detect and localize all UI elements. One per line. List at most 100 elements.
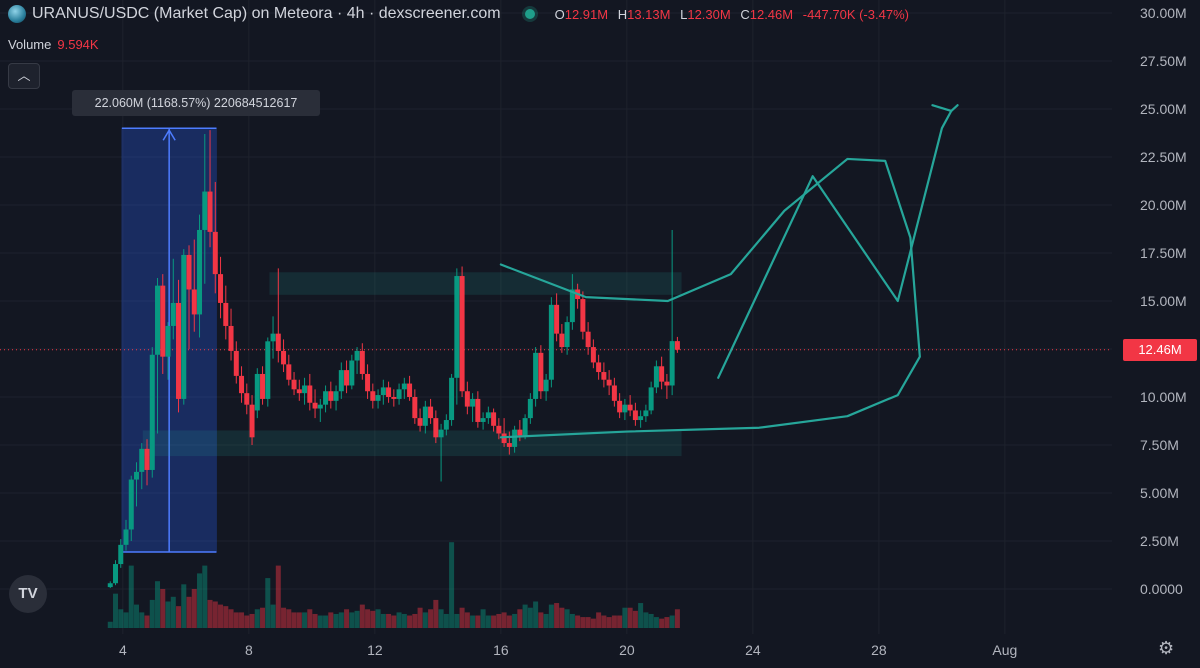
volume-bar [396,612,402,628]
volume-bar [548,604,554,628]
candle-body [580,299,586,332]
volume-bar [281,607,287,628]
open-label: O [554,6,565,22]
support-box [142,430,682,457]
volume-bar [265,578,271,628]
candle-body [554,304,560,334]
candle-body [223,302,229,326]
candle-body [233,350,239,376]
y-tick-label: 7.50M [1140,437,1179,453]
x-tick-label: Aug [992,642,1017,658]
volume-bar [422,612,428,628]
volume-bar [459,607,465,628]
volume-bar [664,617,670,628]
projection-line [717,109,953,379]
low-value: 12.30M [687,6,731,22]
candle-body [627,404,633,411]
candle-body [653,366,659,388]
volume-bar [323,615,329,628]
volume-bar [407,615,413,628]
candle-body [113,564,119,584]
candle-body [674,341,680,350]
y-tick-label: 5.00M [1140,485,1179,501]
symbol-title[interactable]: URANUS/USDC (Market Cap) on Meteora · 4h… [32,5,501,22]
volume-bar [275,565,281,628]
volume-bar [533,601,539,628]
volume-bar [632,610,638,628]
candle-body [638,416,644,421]
candle-body [207,191,213,232]
candle-body [480,418,486,422]
volume-bar [428,609,434,628]
volume-bar [312,613,318,628]
candle-body [464,391,470,407]
close-label: C [740,6,750,22]
volume-bar [212,601,218,628]
x-tick-label: 12 [367,642,383,658]
chevron-up-icon: ︿ [17,68,31,83]
candle-body [391,397,397,399]
candle-body [202,191,208,230]
measure-tooltip: 22.060M (1168.57%) 220684512617 [72,90,320,116]
candle-body [338,370,344,392]
last-price-label: 12.46M [1123,339,1197,361]
volume-bar [144,615,150,628]
volume-bar [659,618,665,628]
collapse-legend-button[interactable]: ︿ [8,63,40,89]
x-tick-label: 16 [493,642,509,658]
candle-body [139,448,145,472]
candle-body [302,385,308,394]
candle-body [186,254,192,290]
volume-bar [491,615,497,628]
volume-bar [233,612,239,628]
volume-bar [648,613,654,628]
candle-body [260,373,266,399]
candle-body [548,304,554,380]
candle-body [443,420,449,430]
tradingview-logo-icon[interactable]: TV [9,575,47,613]
volume-bar [433,599,439,628]
candle-body [239,375,245,394]
volume-bar [596,612,602,628]
candle-body [611,385,617,401]
candle-body [359,350,365,374]
candle-body [428,406,434,419]
volume-bar [349,612,355,628]
volume-bar [254,609,260,628]
volume-bar [118,609,124,628]
projection-arrow-icon [931,104,959,113]
settings-gear-icon[interactable]: ⚙ [1158,638,1175,658]
candle-body [533,352,539,399]
volume-bar [559,607,565,628]
volume-bar [564,609,570,628]
volume-bar [386,613,392,628]
volume-bar [627,607,633,628]
candle-body [165,325,171,357]
market-status-icon [524,9,535,19]
candle-body [128,479,134,530]
volume-bar [123,612,129,628]
volume-bar [554,603,560,628]
volume-bar [155,581,161,628]
volume-bar [375,609,381,628]
candle-body [422,406,428,426]
volume-bar [470,615,476,628]
candle-body [170,302,176,326]
candle-body [144,448,150,470]
volume-bar [359,604,365,628]
volume-bar [260,607,266,628]
volume-value: 9.594K [57,37,99,52]
volume-bar [611,615,617,628]
chart-header: URANUS/USDC (Market Cap) on Meteora · 4h… [8,5,915,23]
candle-body [328,391,334,401]
volume-bar [585,617,591,628]
measure-arrow-icon [162,128,176,141]
candle-body [601,372,607,380]
volume-bar [317,615,323,628]
volume-bar [296,612,302,628]
volume-bar [538,612,544,628]
volume-bar [370,610,376,628]
candle-body [286,364,292,380]
candle-body [291,379,297,390]
